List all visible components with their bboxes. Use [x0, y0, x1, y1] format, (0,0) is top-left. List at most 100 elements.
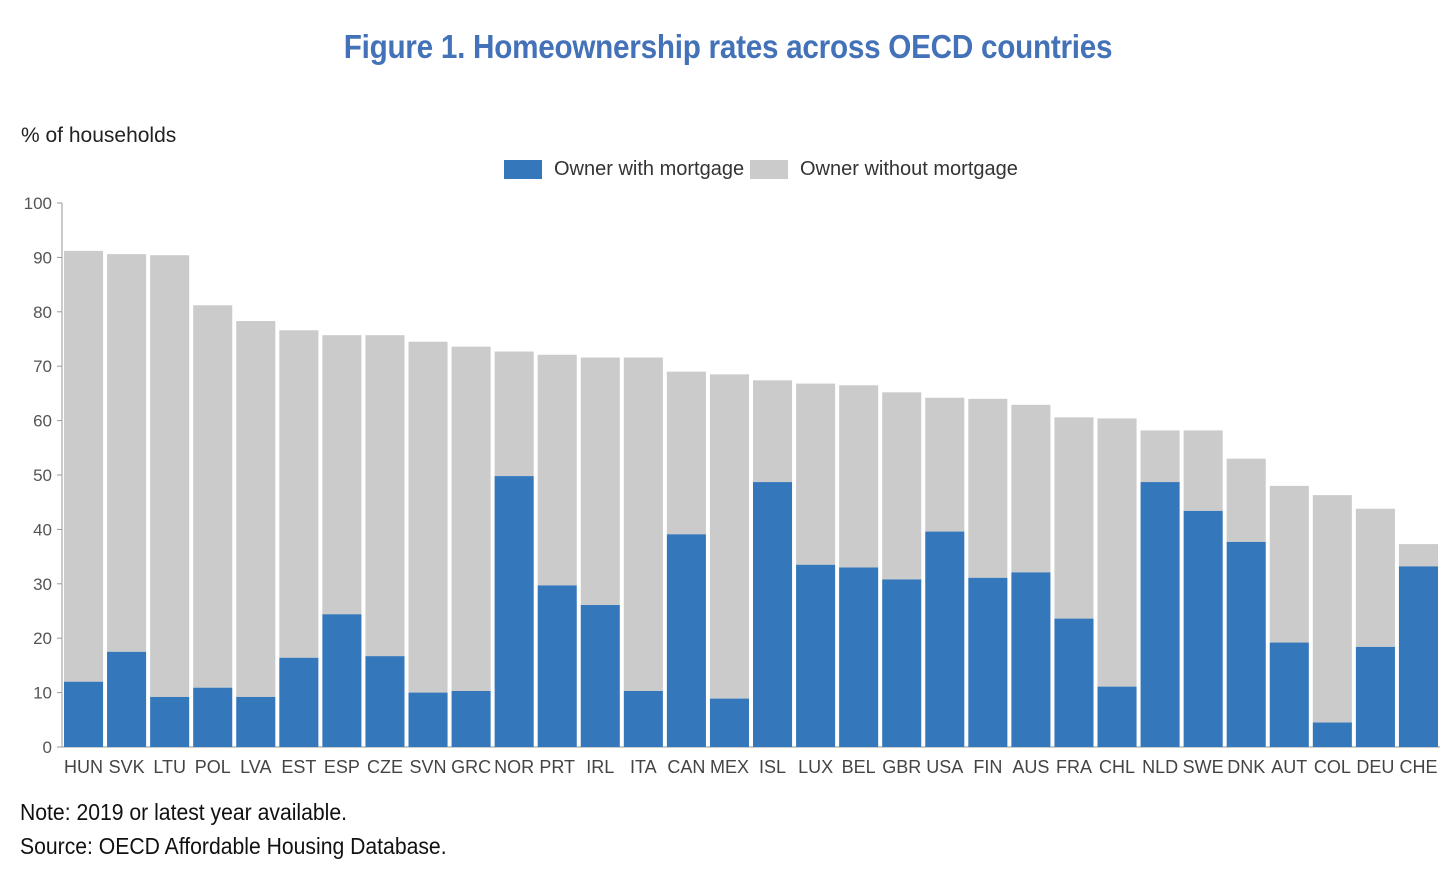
- bar-with-mortgage-usa: [925, 531, 965, 747]
- bar-without-mortgage-fra: [1054, 417, 1094, 619]
- bar-without-mortgage-cze: [365, 335, 405, 657]
- chart-title: Figure 1. Homeownership rates across OEC…: [343, 28, 1113, 65]
- y-tick-label: 40: [33, 520, 52, 539]
- bar-without-mortgage-isl: [753, 380, 793, 483]
- bar-without-mortgage-bel: [839, 385, 879, 568]
- bar-without-mortgage-nld: [1140, 430, 1180, 483]
- bar-without-mortgage-esp: [322, 335, 362, 615]
- bar-with-mortgage-pol: [193, 687, 233, 747]
- x-tick-label-deu: DEU: [1356, 757, 1394, 777]
- bar-with-mortgage-prt: [537, 585, 577, 747]
- x-tick-label-dnk: DNK: [1227, 757, 1265, 777]
- x-tick-label-aus: AUS: [1012, 757, 1049, 777]
- y-tick-label: 100: [24, 194, 52, 213]
- x-tick-label-cze: CZE: [367, 757, 403, 777]
- bar-with-mortgage-deu: [1355, 646, 1395, 747]
- bar-without-mortgage-ltu: [150, 255, 190, 697]
- y-tick-label: 10: [33, 684, 52, 703]
- stacked-bar-chart: 0 10 20 30 40 50 60 70 80 90 100 HUN SVK LTU POL LVA EST…: [24, 194, 1440, 777]
- bar-without-mortgage-pol: [193, 305, 233, 688]
- bar-with-mortgage-che: [1398, 566, 1438, 747]
- bar-with-mortgage-lva: [236, 696, 276, 747]
- bar-with-mortgage-aut: [1269, 642, 1309, 747]
- x-tick-label-hun: HUN: [64, 757, 103, 777]
- bar-with-mortgage-grc: [451, 690, 491, 747]
- bar-without-mortgage-lva: [236, 321, 276, 697]
- bar-without-mortgage-est: [279, 330, 319, 658]
- x-tick-label-irl: IRL: [586, 757, 614, 777]
- y-tick-label: 60: [33, 412, 52, 431]
- x-tick-label-fin: FIN: [973, 757, 1002, 777]
- bar-without-mortgage-swe: [1183, 430, 1223, 511]
- x-tick-label-prt: PRT: [539, 757, 575, 777]
- bar-with-mortgage-gbr: [882, 579, 922, 747]
- bar-without-mortgage-che: [1398, 544, 1438, 567]
- x-tick-label-nor: NOR: [494, 757, 534, 777]
- bar-with-mortgage-svn: [408, 692, 448, 747]
- bar-with-mortgage-isl: [753, 482, 793, 747]
- legend-item-with-mortgage: Owner with mortgage: [504, 158, 744, 181]
- bar-with-mortgage-irl: [580, 605, 620, 747]
- source-text: Source: OECD Affordable Housing Database…: [20, 833, 447, 859]
- x-tick-label-usa: USA: [926, 757, 963, 777]
- bar-with-mortgage-est: [279, 657, 319, 747]
- bar-with-mortgage-ltu: [150, 696, 190, 747]
- bar-without-mortgage-deu: [1355, 508, 1395, 647]
- x-tick-label-nld: NLD: [1142, 757, 1178, 777]
- y-tick-label: 70: [33, 357, 52, 376]
- bar-with-mortgage-ita: [623, 690, 663, 747]
- bar-with-mortgage-can: [666, 534, 706, 747]
- y-tick-label: 0: [43, 738, 52, 757]
- bar-with-mortgage-nor: [494, 476, 534, 747]
- x-tick-label-chl: CHL: [1099, 757, 1135, 777]
- bar-without-mortgage-hun: [64, 250, 104, 682]
- legend-swatch-without-mortgage: [750, 160, 788, 179]
- bar-without-mortgage-aus: [1011, 404, 1051, 573]
- legend-label-with-mortgage: Owner with mortgage: [554, 158, 745, 180]
- x-tick-label-grc: GRC: [451, 757, 491, 777]
- bar-without-mortgage-svk: [107, 254, 147, 652]
- bar-with-mortgage-aus: [1011, 572, 1051, 747]
- x-tick-label-col: COL: [1314, 757, 1351, 777]
- bar-with-mortgage-mex: [709, 698, 749, 747]
- bar-without-mortgage-mex: [709, 374, 749, 699]
- x-tick-label-bel: BEL: [842, 757, 876, 777]
- bar-without-mortgage-aut: [1269, 485, 1309, 643]
- bar-with-mortgage-svk: [107, 651, 147, 747]
- x-tick-label-lux: LUX: [798, 757, 833, 777]
- x-tick-label-ita: ITA: [630, 757, 657, 777]
- note-text: Note: 2019 or latest year available.: [20, 799, 348, 825]
- bar-with-mortgage-bel: [839, 567, 879, 747]
- y-tick-label: 50: [33, 466, 52, 485]
- bar-without-mortgage-can: [666, 371, 706, 535]
- x-tick-label-ltu: LTU: [153, 757, 186, 777]
- bar-without-mortgage-chl: [1097, 418, 1137, 687]
- x-tick-label-lva: LVA: [240, 757, 271, 777]
- x-tick-label-che: CHE: [1399, 757, 1437, 777]
- bar-with-mortgage-col: [1312, 722, 1352, 747]
- x-tick-label-est: EST: [281, 757, 316, 777]
- bar-with-mortgage-fin: [968, 577, 1008, 747]
- bar-without-mortgage-lux: [796, 383, 836, 565]
- legend-swatch-with-mortgage: [504, 160, 542, 179]
- bar-without-mortgage-grc: [451, 346, 491, 691]
- y-tick-label: 20: [33, 629, 52, 648]
- bar-without-mortgage-prt: [537, 354, 577, 586]
- bar-without-mortgage-irl: [580, 357, 620, 606]
- bar-with-mortgage-fra: [1054, 618, 1094, 747]
- x-tick-label-gbr: GBR: [882, 757, 921, 777]
- bar-with-mortgage-nld: [1140, 482, 1180, 747]
- x-tick-label-can: CAN: [667, 757, 705, 777]
- x-tick-label-fra: FRA: [1056, 757, 1092, 777]
- bar-with-mortgage-cze: [365, 656, 405, 747]
- x-tick-label-swe: SWE: [1183, 757, 1224, 777]
- x-tick-label-svn: SVN: [410, 757, 447, 777]
- y-tick-label: 80: [33, 303, 52, 322]
- bar-without-mortgage-usa: [925, 397, 965, 532]
- bar-without-mortgage-dnk: [1226, 458, 1266, 542]
- y-tick-label: 30: [33, 575, 52, 594]
- bar-with-mortgage-swe: [1183, 510, 1223, 747]
- x-tick-label-svk: SVK: [109, 757, 145, 777]
- x-tick-label-isl: ISL: [759, 757, 786, 777]
- bar-with-mortgage-dnk: [1226, 541, 1266, 747]
